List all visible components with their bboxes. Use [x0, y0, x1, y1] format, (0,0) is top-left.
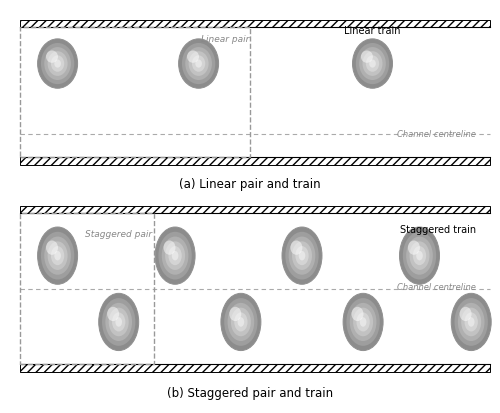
Ellipse shape [408, 241, 420, 255]
Ellipse shape [46, 51, 58, 64]
Ellipse shape [360, 318, 366, 327]
Text: Channel centreline: Channel centreline [397, 282, 476, 291]
Ellipse shape [238, 318, 244, 327]
Bar [20, 21, 490, 28]
Ellipse shape [353, 308, 373, 337]
Ellipse shape [44, 237, 71, 275]
Ellipse shape [400, 228, 440, 285]
Ellipse shape [51, 56, 64, 73]
Ellipse shape [352, 40, 393, 89]
Ellipse shape [46, 241, 58, 255]
Ellipse shape [155, 228, 195, 285]
Ellipse shape [106, 303, 132, 341]
Ellipse shape [108, 308, 128, 337]
Ellipse shape [44, 48, 71, 81]
Ellipse shape [346, 298, 380, 346]
Ellipse shape [458, 303, 484, 341]
Ellipse shape [356, 313, 370, 332]
Ellipse shape [410, 242, 430, 271]
Ellipse shape [192, 56, 205, 73]
Ellipse shape [352, 307, 364, 321]
Ellipse shape [54, 251, 61, 261]
Ellipse shape [290, 241, 302, 255]
Ellipse shape [158, 232, 192, 280]
Bar [20, 206, 490, 214]
Bar [20, 364, 490, 372]
Text: Linear train: Linear train [344, 26, 401, 36]
Ellipse shape [98, 294, 138, 351]
Ellipse shape [356, 44, 389, 85]
Ellipse shape [38, 228, 78, 285]
Text: (a) Linear pair and train: (a) Linear pair and train [179, 177, 321, 190]
Ellipse shape [231, 308, 251, 337]
Ellipse shape [361, 51, 373, 64]
Ellipse shape [413, 247, 426, 266]
Ellipse shape [362, 52, 382, 77]
Ellipse shape [221, 294, 261, 351]
Ellipse shape [188, 52, 208, 77]
Ellipse shape [48, 242, 68, 271]
Ellipse shape [165, 242, 185, 271]
Ellipse shape [296, 247, 308, 266]
Bar [20, 158, 490, 165]
Ellipse shape [116, 318, 122, 327]
Ellipse shape [359, 48, 386, 81]
Ellipse shape [451, 294, 491, 351]
Ellipse shape [228, 303, 254, 341]
Ellipse shape [107, 307, 119, 321]
Ellipse shape [41, 44, 74, 85]
Ellipse shape [298, 251, 306, 261]
Ellipse shape [187, 51, 199, 64]
Ellipse shape [234, 313, 247, 332]
Ellipse shape [38, 40, 78, 89]
Text: Linear pair: Linear pair [200, 35, 249, 44]
Ellipse shape [178, 40, 218, 89]
Ellipse shape [41, 232, 74, 280]
Ellipse shape [224, 298, 258, 346]
Ellipse shape [350, 303, 376, 341]
Ellipse shape [416, 251, 423, 261]
Ellipse shape [288, 237, 316, 275]
Text: Staggered train: Staggered train [400, 224, 476, 235]
Ellipse shape [454, 298, 488, 346]
Ellipse shape [343, 294, 383, 351]
Ellipse shape [292, 242, 312, 271]
Ellipse shape [54, 60, 61, 69]
Ellipse shape [286, 232, 318, 280]
Ellipse shape [196, 60, 202, 69]
Ellipse shape [461, 308, 481, 337]
Ellipse shape [182, 44, 216, 85]
Ellipse shape [468, 318, 474, 327]
Ellipse shape [102, 298, 136, 346]
Text: Channel centreline: Channel centreline [397, 129, 476, 138]
Ellipse shape [460, 307, 471, 321]
Ellipse shape [282, 228, 322, 285]
Text: Staggered pair: Staggered pair [86, 229, 152, 238]
Ellipse shape [48, 52, 68, 77]
Ellipse shape [164, 241, 175, 255]
Ellipse shape [366, 56, 379, 73]
Bar [20, 28, 250, 158]
Ellipse shape [172, 251, 178, 261]
Ellipse shape [112, 313, 126, 332]
Bar [20, 214, 154, 364]
Ellipse shape [186, 48, 212, 81]
Ellipse shape [403, 232, 436, 280]
Ellipse shape [406, 237, 433, 275]
Ellipse shape [369, 60, 376, 69]
Text: (b) Staggered pair and train: (b) Staggered pair and train [167, 386, 333, 399]
Ellipse shape [230, 307, 241, 321]
Ellipse shape [51, 247, 64, 266]
Ellipse shape [162, 237, 188, 275]
Ellipse shape [464, 313, 478, 332]
Ellipse shape [168, 247, 182, 266]
